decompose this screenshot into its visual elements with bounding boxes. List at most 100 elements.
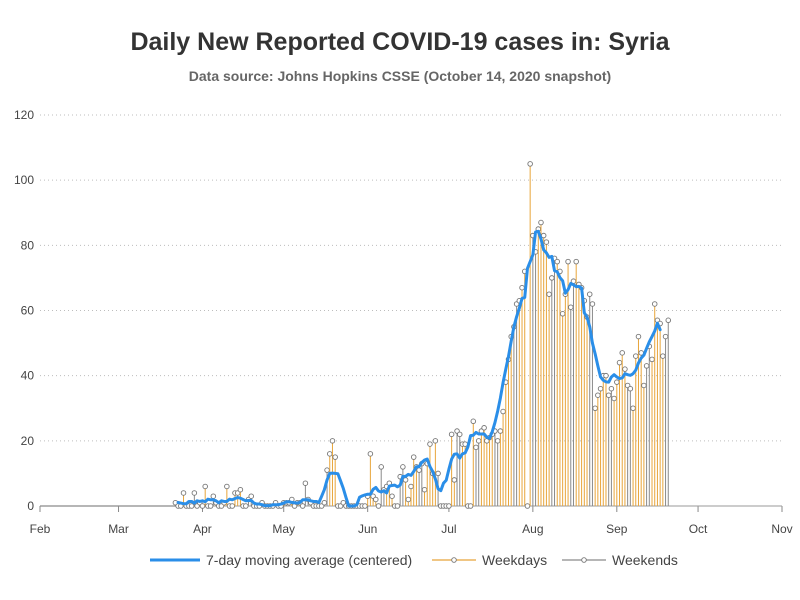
weekday-marker	[565, 258, 571, 265]
weekend-marker	[324, 467, 330, 473]
x-tick-label: Sep	[606, 522, 628, 536]
weekend-marker	[416, 467, 422, 473]
weekend-marker	[568, 304, 574, 310]
weekday-marker	[405, 496, 412, 503]
weekend-marker	[494, 438, 501, 444]
weekday-marker	[375, 503, 382, 509]
weekday-marker	[538, 219, 544, 226]
weekday-marker	[546, 291, 552, 297]
weekday-marker	[540, 232, 547, 239]
y-tick-label: 120	[14, 108, 34, 122]
weekend-marker	[627, 385, 634, 392]
y-tick-label: 60	[21, 304, 35, 318]
weekday-marker	[500, 408, 506, 415]
moving-average-line	[176, 229, 662, 508]
weekday-marker	[622, 366, 628, 372]
weekend-marker	[191, 490, 198, 496]
x-tick-label: Jul	[441, 522, 456, 536]
weekend-marker	[302, 480, 309, 486]
weekday-marker	[237, 486, 244, 493]
weekday-marker	[660, 353, 666, 359]
weekend-marker	[586, 291, 593, 297]
x-tick-label: Nov	[771, 522, 792, 536]
weekday-marker	[199, 503, 206, 509]
weekday-marker	[327, 451, 333, 457]
x-tick-label: Feb	[30, 522, 51, 536]
weekend-marker	[589, 301, 596, 307]
legend-label-moving-average: 7-day moving average (centered)	[206, 552, 412, 568]
weekday-marker	[649, 356, 655, 363]
weekday-marker	[389, 493, 395, 499]
weekday-marker	[427, 441, 433, 447]
weekday-marker	[641, 382, 647, 389]
weekday-marker	[451, 477, 458, 483]
weekday-marker	[611, 395, 617, 402]
weekday-marker	[329, 438, 336, 444]
weekday-marker	[448, 431, 455, 438]
y-tick-label: 0	[27, 499, 34, 513]
weekday-marker	[619, 350, 625, 356]
weekend-marker	[378, 464, 384, 470]
x-tick-label: Oct	[689, 522, 708, 536]
legend-label-weekends: Weekends	[612, 552, 678, 568]
weekend-marker	[207, 503, 214, 509]
weekday-marker	[432, 438, 439, 444]
weekend-marker	[608, 385, 615, 392]
weekday-marker	[497, 428, 504, 434]
weekend-marker	[473, 444, 479, 451]
weekday-marker	[519, 284, 525, 291]
weekday-marker	[421, 486, 428, 493]
weekend-marker	[210, 493, 217, 499]
weekday-marker	[408, 483, 414, 490]
weekday-marker	[367, 451, 374, 457]
weekday-marker	[373, 496, 379, 503]
weekday-marker	[410, 454, 417, 460]
x-tick-label: Mar	[108, 522, 129, 536]
weekday-marker	[467, 503, 474, 509]
weekend-marker	[456, 431, 463, 438]
weekend-marker	[188, 503, 195, 509]
weekday-marker	[635, 333, 642, 340]
weekday-marker	[616, 359, 623, 366]
weekend-marker	[248, 493, 254, 499]
weekday-marker	[592, 405, 598, 412]
weekend-marker	[662, 333, 669, 340]
weekday-marker	[614, 379, 620, 385]
weekday-marker	[224, 483, 230, 490]
y-tick-label: 40	[21, 369, 35, 383]
weekday-marker	[543, 239, 550, 245]
weekday-marker	[597, 385, 604, 392]
legend-marker-weekdays	[451, 557, 457, 563]
y-tick-label: 80	[21, 238, 35, 252]
chart-subtitle: Data source: Johns Hopkins CSSE (October…	[188, 68, 612, 84]
legend-marker-weekends	[581, 557, 587, 563]
weekend-marker	[321, 499, 328, 506]
weekday-marker	[332, 454, 338, 460]
x-tick-label: Aug	[522, 522, 543, 536]
weekend-marker	[549, 275, 555, 281]
chart-title: Daily New Reported COVID-19 cases in: Sy…	[130, 28, 670, 56]
weekday-marker	[243, 503, 249, 509]
weekend-marker	[400, 464, 406, 470]
weekday-marker	[559, 311, 566, 317]
weekday-marker	[633, 353, 639, 359]
weekday-marker	[299, 503, 306, 509]
weekday-marker	[573, 258, 579, 265]
y-tick-label: 100	[14, 173, 34, 187]
weekend-marker	[665, 317, 672, 324]
weekend-marker	[605, 392, 612, 398]
weekday-marker	[630, 405, 636, 412]
weekend-marker	[475, 438, 482, 444]
legend-label-weekdays: Weekdays	[482, 552, 547, 568]
weekday-marker	[595, 392, 601, 398]
weekend-marker	[643, 363, 650, 369]
weekday-marker	[402, 477, 409, 483]
weekday-marker	[446, 503, 452, 509]
weekday-marker	[527, 161, 533, 167]
weekday-marker	[651, 301, 658, 307]
weekday-marker	[470, 418, 477, 425]
x-tick-label: Apr	[193, 522, 212, 536]
weekday-marker	[524, 503, 531, 509]
